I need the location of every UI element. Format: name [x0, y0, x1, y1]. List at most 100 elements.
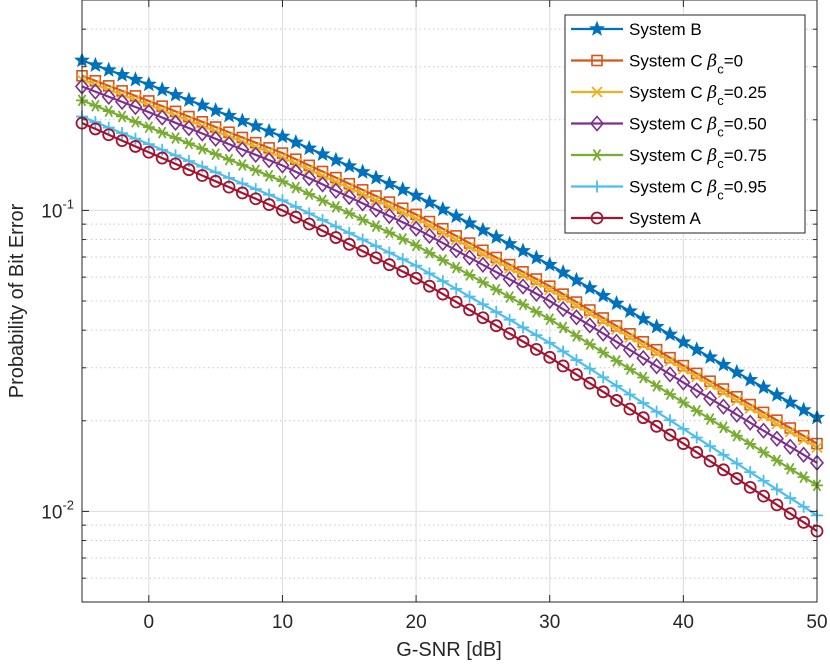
x-tick-label: 0: [144, 612, 155, 633]
data-point: [570, 368, 583, 381]
data-point: [342, 237, 356, 251]
data-point: [437, 227, 449, 239]
data-point: [502, 271, 517, 288]
data-point: [742, 371, 759, 387]
data-point: [476, 276, 489, 289]
x-tick-label: 10: [272, 612, 293, 633]
data-point: [621, 302, 638, 318]
data-point: [637, 397, 650, 410]
data-point: [770, 483, 783, 496]
data-point: [610, 394, 623, 407]
data-point: [396, 253, 409, 266]
data-point: [796, 446, 811, 464]
data-point: [396, 265, 410, 278]
legend-marker: [591, 149, 603, 161]
data-point: [394, 181, 411, 197]
data-point: [423, 219, 436, 232]
data-point: [461, 214, 478, 231]
data-point: [329, 231, 343, 244]
data-point: [516, 335, 530, 348]
data-point: [221, 107, 237, 123]
data-point: [408, 187, 425, 203]
data-point: [314, 145, 331, 162]
data-point: [302, 169, 317, 187]
data-point: [543, 336, 556, 349]
data-point: [356, 244, 370, 258]
y-tick-label: 10-1: [41, 196, 74, 222]
data-point: [383, 246, 396, 259]
data-point: [449, 242, 464, 259]
data-point: [115, 93, 130, 111]
data-point: [181, 119, 196, 137]
data-point: [677, 422, 690, 435]
data-point: [542, 292, 557, 310]
data-point: [368, 201, 384, 218]
data-point: [797, 471, 810, 484]
data-point: [582, 317, 597, 334]
legend-marker: [590, 211, 604, 225]
data-point: [730, 472, 744, 485]
data-point: [127, 71, 144, 87]
series-0: [74, 52, 825, 425]
data-point: [771, 418, 783, 430]
data-point: [517, 298, 529, 311]
data-point: [623, 388, 636, 401]
data-point: [584, 307, 596, 320]
data-point: [301, 139, 318, 156]
data-point: [115, 134, 129, 147]
data-point: [409, 271, 423, 285]
data-point: [595, 287, 612, 303]
data-point: [448, 207, 465, 224]
data-point: [570, 354, 583, 367]
data-point: [541, 256, 558, 272]
data-point: [116, 127, 129, 140]
data-point: [154, 81, 171, 97]
data-point: [717, 421, 730, 434]
data-point: [249, 192, 263, 206]
data-point: [209, 174, 223, 188]
data-point: [262, 198, 276, 211]
legend-item: System C βc=0.75: [571, 146, 767, 171]
data-point: [142, 145, 156, 159]
data-point: [757, 410, 770, 422]
data-point: [410, 239, 423, 252]
legend-label: System C βc=0.50: [629, 115, 767, 140]
data-point: [610, 379, 623, 392]
data-point: [797, 434, 810, 446]
data-point: [356, 233, 369, 246]
data-point: [662, 366, 678, 383]
data-point: [637, 339, 649, 351]
data-point: [397, 206, 409, 219]
legend-item: System C βc=0.95: [571, 178, 767, 203]
data-point: [490, 255, 502, 267]
data-point: [102, 121, 115, 134]
data-point: [623, 402, 637, 416]
data-point: [717, 448, 730, 461]
data-point: [475, 256, 490, 274]
data-point: [370, 240, 382, 253]
data-point: [556, 359, 570, 373]
data-point: [664, 414, 676, 427]
data-point: [784, 492, 797, 505]
data-point: [489, 263, 504, 281]
data-point: [649, 357, 664, 375]
legend-marker: [591, 54, 603, 67]
data-point: [557, 345, 570, 358]
data-point: [568, 271, 585, 287]
data-point: [503, 327, 517, 340]
data-point: [327, 151, 344, 167]
data-point: [755, 379, 772, 395]
data-point: [704, 379, 716, 391]
data-point: [690, 404, 703, 417]
data-point: [716, 398, 731, 415]
data-point: [770, 454, 783, 467]
data-point: [343, 227, 356, 240]
data-point: [650, 419, 664, 433]
data-point: [302, 217, 316, 231]
data-point: [462, 249, 477, 266]
data-point: [623, 363, 636, 376]
data-point: [503, 313, 516, 326]
data-point: [743, 414, 758, 431]
data-point: [169, 157, 182, 171]
data-point: [88, 83, 103, 100]
